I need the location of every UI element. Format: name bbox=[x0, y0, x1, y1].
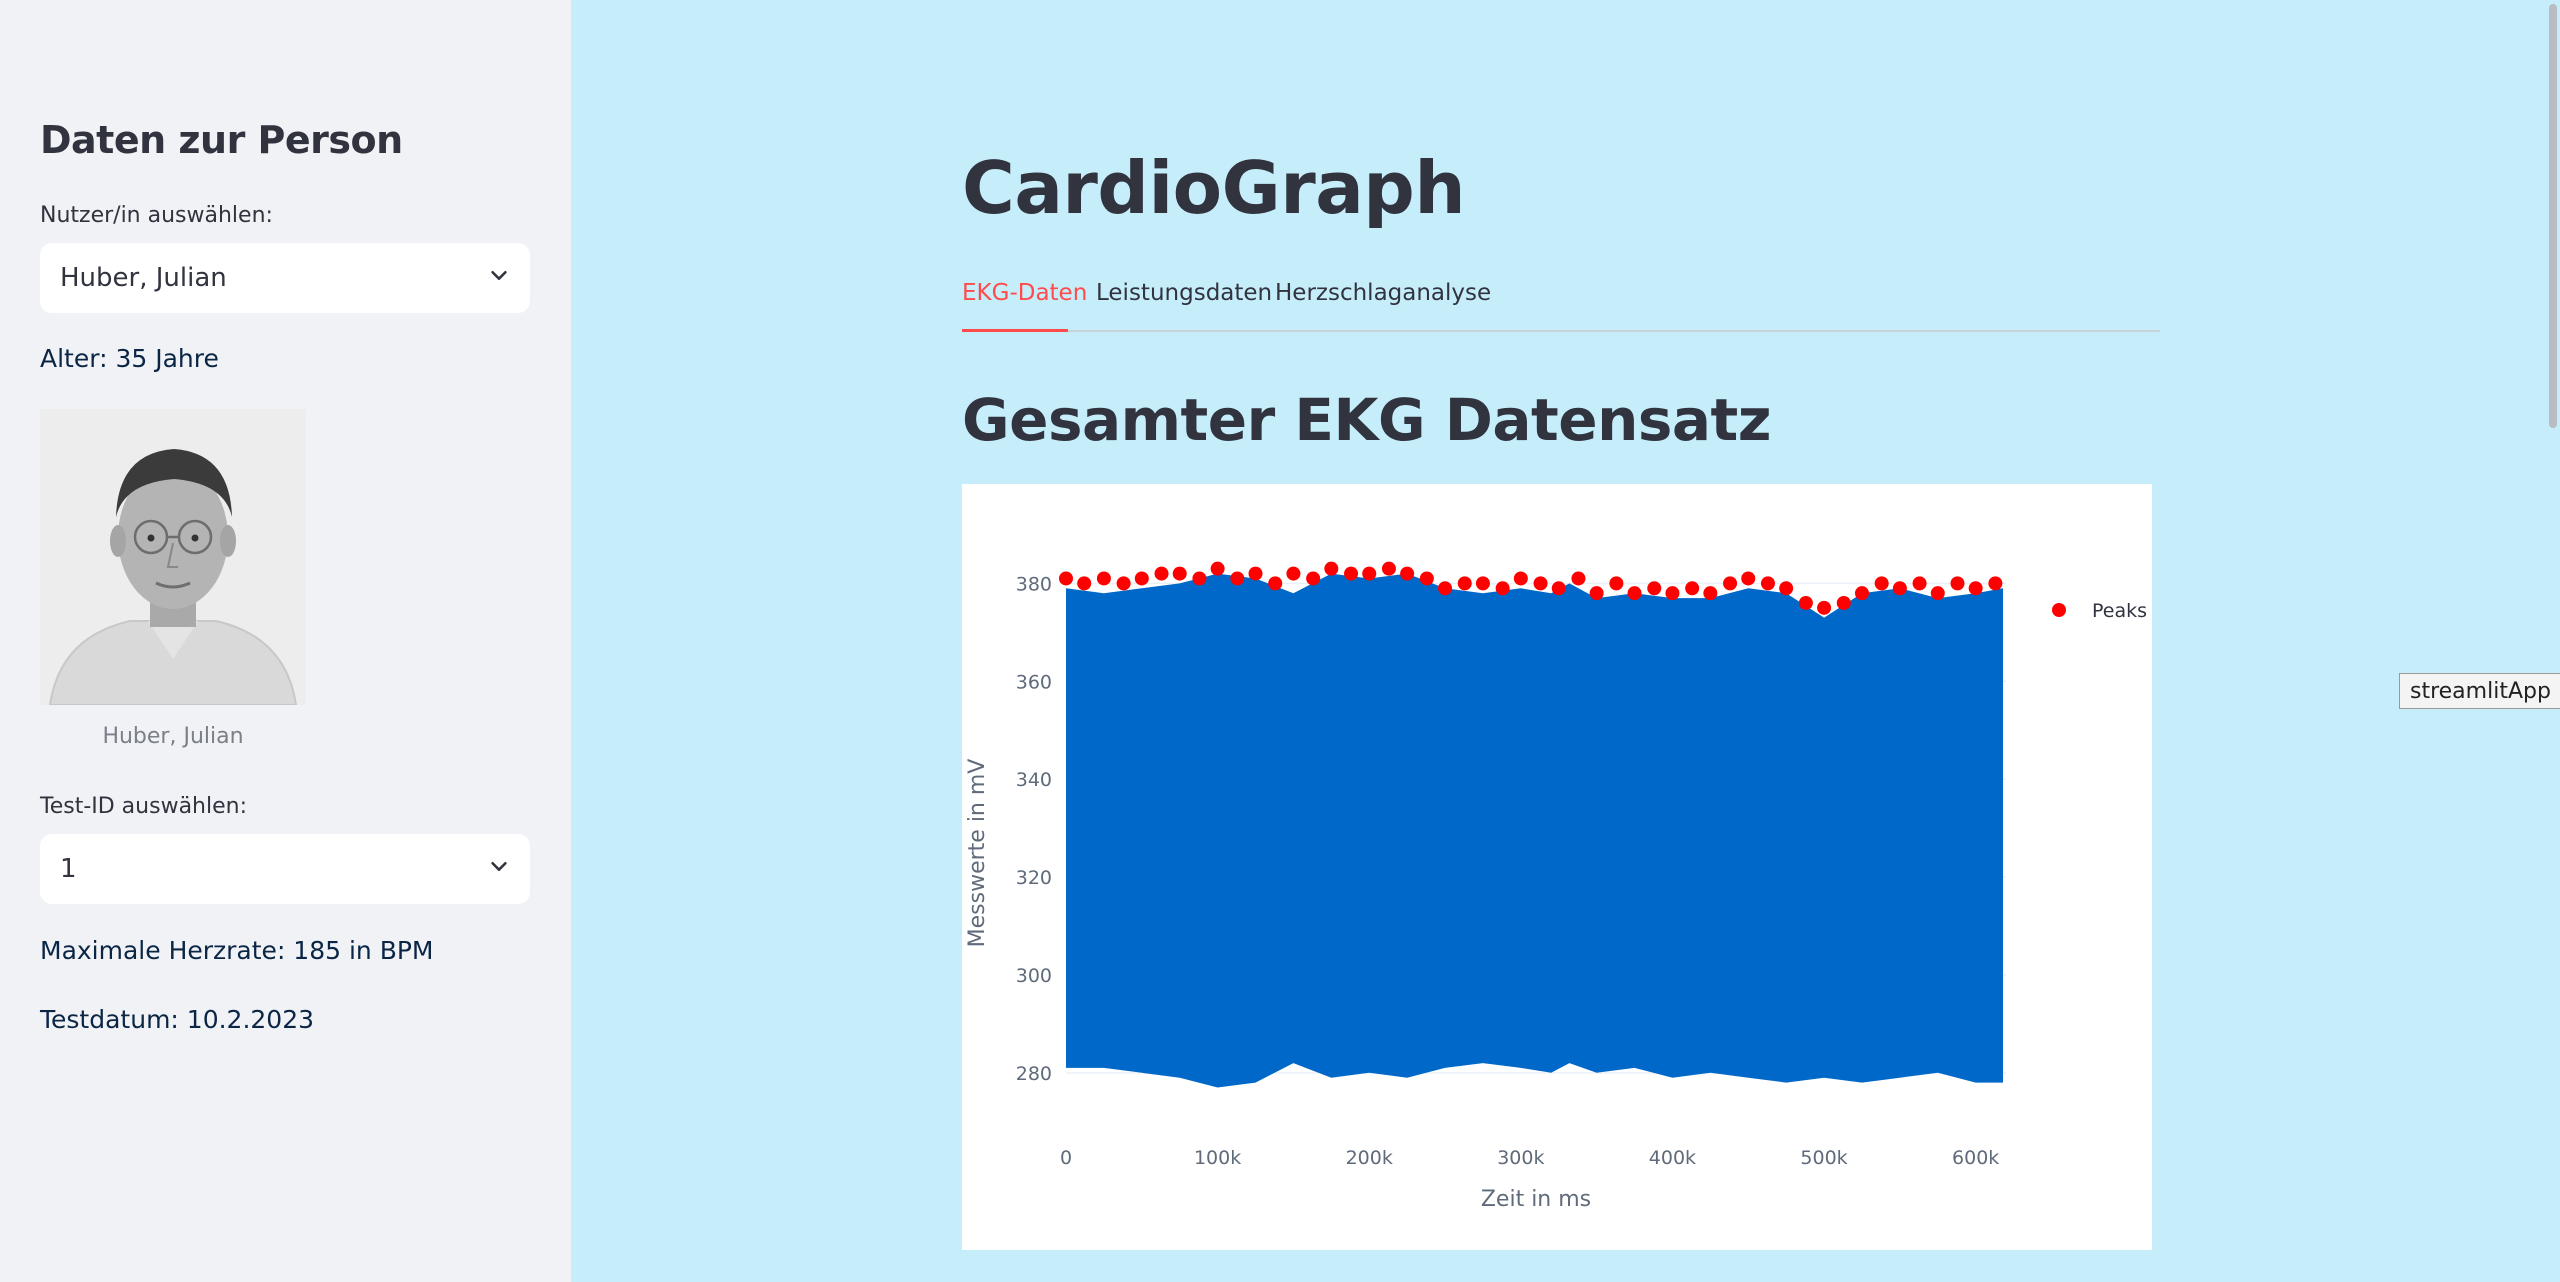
chevron-down-icon bbox=[488, 263, 510, 293]
peak-marker bbox=[1059, 571, 1073, 586]
peak-marker bbox=[1116, 576, 1131, 591]
peak-marker bbox=[1930, 586, 1945, 601]
peak-marker bbox=[1988, 576, 2003, 591]
peak-marker bbox=[1192, 571, 1207, 586]
y-tick-label: 320 bbox=[1016, 867, 1052, 889]
x-tick-label: 400k bbox=[1649, 1147, 1696, 1169]
peak-marker bbox=[1096, 571, 1111, 586]
peak-marker bbox=[1362, 566, 1377, 581]
peak-marker bbox=[1609, 576, 1624, 591]
peak-marker bbox=[1172, 566, 1187, 581]
peak-marker bbox=[1589, 586, 1604, 601]
peak-marker bbox=[1854, 586, 1869, 601]
peak-marker bbox=[1419, 571, 1434, 586]
peak-marker bbox=[1513, 571, 1528, 586]
sidebar: Daten zur Person Nutzer/in auswählen: Hu… bbox=[0, 0, 571, 1282]
x-tick-label: 0 bbox=[1060, 1147, 1072, 1169]
peak-marker bbox=[1230, 571, 1245, 586]
y-tick-label: 380 bbox=[1016, 573, 1052, 595]
y-tick-label: 300 bbox=[1016, 965, 1052, 987]
test-id-select[interactable]: 1 bbox=[40, 834, 530, 904]
photo-caption: Huber, Julian bbox=[102, 724, 244, 749]
peak-marker bbox=[1874, 576, 1889, 591]
peak-marker bbox=[1551, 581, 1566, 596]
tooltip: streamlitApp bbox=[2399, 673, 2560, 709]
peak-marker bbox=[1533, 576, 1548, 591]
age-text: Alter: 35 Jahre bbox=[40, 344, 219, 373]
peak-marker bbox=[1950, 576, 1965, 591]
peak-marker bbox=[1723, 576, 1738, 591]
peak-marker bbox=[1627, 586, 1642, 601]
tab-bar-divider bbox=[962, 330, 2160, 332]
peak-marker bbox=[1457, 576, 1472, 591]
peak-marker bbox=[1817, 600, 1832, 615]
sidebar-title: Daten zur Person bbox=[40, 118, 403, 162]
test-select-label: Test-ID auswählen: bbox=[40, 794, 247, 819]
peak-marker bbox=[1438, 581, 1453, 596]
legend-label-peaks: Peaks bbox=[2092, 600, 2147, 622]
peak-marker bbox=[1912, 576, 1927, 591]
peak-marker bbox=[1286, 566, 1301, 581]
x-tick-label: 200k bbox=[1346, 1147, 1393, 1169]
tab-bar: EKG-Daten Leistungsdaten Herzschlaganaly… bbox=[962, 280, 2160, 332]
peak-marker bbox=[1324, 561, 1339, 576]
ekg-chart-svg[interactable]: 280 300 320 340 360 380 0 100k 200k 300k 400k 500k 6… bbox=[962, 484, 2152, 1250]
peak-marker bbox=[1571, 571, 1586, 586]
y-tick-label: 360 bbox=[1016, 671, 1052, 693]
ekg-chart[interactable]: 280 300 320 340 360 380 0 100k 200k 300k 400k 500k 6… bbox=[962, 484, 2152, 1250]
peak-marker bbox=[1154, 566, 1169, 581]
user-select-value: Huber, Julian bbox=[60, 263, 227, 293]
y-axis-title: Messwerte in mV bbox=[965, 759, 990, 948]
test-select-value: 1 bbox=[60, 854, 77, 884]
x-tick-label: 100k bbox=[1194, 1147, 1241, 1169]
max-heart-rate-text: Maximale Herzrate: 185 in BPM bbox=[40, 936, 434, 965]
peak-marker bbox=[1381, 561, 1396, 576]
tab-herzschlaganalyse[interactable]: Herzschlaganalyse bbox=[1275, 280, 1492, 306]
y-tick-label: 280 bbox=[1016, 1063, 1052, 1085]
page-title: CardioGraph bbox=[962, 146, 1466, 230]
scroll-thumb[interactable] bbox=[2549, 4, 2557, 428]
peak-marker bbox=[1703, 586, 1718, 601]
peak-marker bbox=[1741, 571, 1756, 586]
peak-marker bbox=[1306, 571, 1321, 586]
tab-ekg-daten[interactable]: EKG-Daten bbox=[962, 280, 1088, 306]
peak-marker bbox=[1647, 581, 1662, 596]
x-tick-label: 500k bbox=[1800, 1147, 1847, 1169]
active-tab-indicator bbox=[962, 329, 1068, 332]
x-axis-title: Zeit in ms bbox=[1481, 1187, 1591, 1212]
peak-marker bbox=[1892, 581, 1907, 596]
peak-marker bbox=[1760, 576, 1775, 591]
peak-marker bbox=[1968, 581, 1983, 596]
user-select[interactable]: Huber, Julian bbox=[40, 243, 530, 313]
peak-marker bbox=[1400, 566, 1415, 581]
tab-leistungsdaten[interactable]: Leistungsdaten bbox=[1096, 280, 1273, 306]
peak-marker bbox=[1475, 576, 1490, 591]
peak-marker bbox=[1134, 571, 1149, 586]
user-select-label: Nutzer/in auswählen: bbox=[40, 203, 273, 228]
peak-marker bbox=[1779, 581, 1794, 596]
ekg-signal-line bbox=[1066, 573, 2003, 1088]
peak-marker bbox=[1798, 595, 1813, 610]
peak-marker bbox=[1685, 581, 1700, 596]
section-title: Gesamter EKG Datensatz bbox=[962, 386, 1772, 454]
scrollbar[interactable] bbox=[2546, 0, 2560, 1282]
y-tick-label: 340 bbox=[1016, 769, 1052, 791]
peak-marker bbox=[1210, 561, 1225, 576]
x-tick-label: 300k bbox=[1497, 1147, 1544, 1169]
test-date-text: Testdatum: 10.2.2023 bbox=[40, 1005, 315, 1034]
peak-marker bbox=[1344, 566, 1359, 581]
peak-marker bbox=[1836, 595, 1851, 610]
x-tick-label: 600k bbox=[1952, 1147, 1999, 1169]
peak-marker bbox=[1077, 576, 1092, 591]
peak-marker bbox=[1248, 566, 1263, 581]
chevron-down-icon bbox=[488, 854, 510, 884]
profile-photo bbox=[40, 409, 306, 705]
peak-marker bbox=[1665, 586, 1680, 601]
peak-marker bbox=[1268, 576, 1283, 591]
peak-marker bbox=[1495, 581, 1510, 596]
legend-marker-peaks bbox=[2052, 603, 2066, 617]
